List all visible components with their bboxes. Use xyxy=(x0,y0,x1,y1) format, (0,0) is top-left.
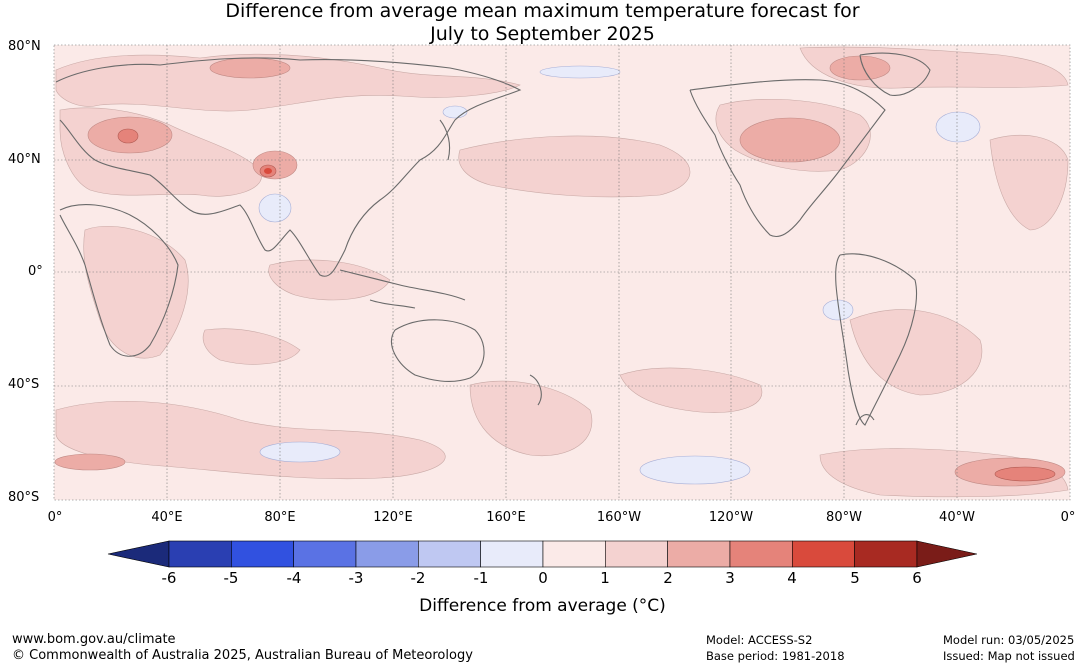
colorbar-segment xyxy=(231,540,294,568)
lon-label-120w: 120°W xyxy=(708,510,754,525)
footer-model: Model: ACCESS-S2 xyxy=(706,633,813,647)
colorbar-segment xyxy=(854,540,918,568)
lon-label-40w: 40°W xyxy=(939,510,975,525)
region-arctic-cool xyxy=(539,65,621,79)
map-frame xyxy=(53,44,1071,501)
footer-copyright: © Commonwealth of Australia 2025, Austra… xyxy=(12,648,473,663)
colorbar xyxy=(107,540,978,568)
region-us-central xyxy=(739,117,841,163)
title-line-2: July to September 2025 xyxy=(430,23,655,45)
lat-label-80s: 80°S xyxy=(8,490,40,505)
colorbar-tick-label: -5 xyxy=(223,569,239,587)
lon-label-160w: 160°W xyxy=(596,510,642,525)
map-title: Difference from average mean maximum tem… xyxy=(0,0,1085,46)
region-south-pacific-cool xyxy=(639,455,751,485)
coastline-north-america xyxy=(689,79,886,238)
region-south-pacific-east xyxy=(619,367,763,413)
colorbar-title: Difference from average (°C) xyxy=(419,596,666,616)
anomaly-regions-2-3 xyxy=(54,55,1066,487)
region-south-indian xyxy=(54,453,126,471)
region-southern-ocean-cool xyxy=(259,441,341,463)
coastline-newzealand xyxy=(529,374,542,406)
colorbar-segment xyxy=(729,540,793,568)
colorbar-tick-label: 0 xyxy=(538,569,548,587)
lon-label-40e: 40°E xyxy=(151,510,183,525)
title-line-1: Difference from average mean maximum tem… xyxy=(225,0,860,22)
coastline-south-america xyxy=(835,253,918,426)
coastline-greenland xyxy=(859,52,931,96)
colorbar-tick-label: -2 xyxy=(410,569,426,587)
anomaly-regions-4-5 xyxy=(264,168,272,174)
anomaly-regions-neg xyxy=(258,65,981,485)
colorbar-segment xyxy=(791,540,855,568)
colorbar-segment xyxy=(605,540,668,568)
lat-label-80n: 80°N xyxy=(8,39,41,54)
region-north-atlantic xyxy=(935,111,981,143)
lon-label-120e: 120°E xyxy=(373,510,413,525)
coastlines xyxy=(55,52,931,426)
lat-label-0: 0° xyxy=(28,264,43,279)
region-russia-west xyxy=(209,57,291,79)
colorbar-segment xyxy=(667,540,731,568)
colorbar-segment xyxy=(355,540,419,568)
region-atlantic-north xyxy=(989,134,1069,231)
colorbar-segment xyxy=(168,540,232,568)
graticule xyxy=(54,45,1070,500)
coastline-australia xyxy=(390,319,485,382)
lat-label-40s: 40°S xyxy=(8,377,40,392)
colorbar-segment xyxy=(293,540,357,568)
colorbar-tick-label: -4 xyxy=(286,569,302,587)
region-africa xyxy=(83,225,189,359)
colorbar-arrow-high xyxy=(916,540,978,568)
lon-label-0-left: 0° xyxy=(47,510,63,525)
colorbar-tick-label: 4 xyxy=(787,569,797,587)
colorbar-tick-label: 5 xyxy=(850,569,860,587)
colorbar-tick-label: -3 xyxy=(348,569,364,587)
colorbar-segment xyxy=(418,540,481,568)
coastline-africa xyxy=(59,204,179,357)
region-southern-ocean xyxy=(55,401,446,480)
footer-issued: Issued: Map not issued xyxy=(943,649,1075,663)
colorbar-tick-label: -1 xyxy=(473,569,489,587)
coastline-japan xyxy=(439,119,451,161)
footer-model-run: Model run: 03/05/2025 xyxy=(943,633,1075,647)
lat-label-40n: 40°N xyxy=(8,152,41,167)
coastline-eurasia xyxy=(55,57,522,277)
region-japan-cool xyxy=(442,105,468,119)
region-greenland xyxy=(829,55,891,81)
footer-base-period: Base period: 1981-2018 xyxy=(706,649,845,663)
region-antarctic-core xyxy=(994,466,1056,482)
colorbar-segment xyxy=(542,540,606,568)
region-central-asia-core xyxy=(117,128,139,144)
coastline-antarctica xyxy=(855,414,875,426)
region-india-south xyxy=(258,193,292,223)
footer-url[interactable]: www.bom.gov.au/climate xyxy=(12,632,176,647)
lon-label-80e: 80°E xyxy=(264,510,296,525)
region-north-pacific xyxy=(458,135,691,198)
lon-label-0-right: 0° xyxy=(1060,510,1076,525)
colorbar-arrow-low xyxy=(107,540,170,568)
colorbar-tick-label: 2 xyxy=(663,569,673,587)
anomaly-regions-3-4 xyxy=(117,128,1056,482)
region-tibet-peak xyxy=(264,168,272,174)
region-south-pacific xyxy=(469,380,593,457)
region-eurasia-north xyxy=(55,53,521,112)
colorbar-tick-label: 6 xyxy=(912,569,922,587)
colorbar-tick-label: -6 xyxy=(161,569,177,587)
lon-label-160e: 160°E xyxy=(486,510,526,525)
coastline-maritime xyxy=(339,269,466,309)
region-indian-ocean-2 xyxy=(268,259,391,301)
colorbar-segment xyxy=(480,540,544,568)
region-tibet xyxy=(252,150,298,180)
colorbar-tick-label: 3 xyxy=(725,569,735,587)
lon-label-80w: 80°W xyxy=(826,510,862,525)
colorbar-tick-label: 1 xyxy=(600,569,610,587)
